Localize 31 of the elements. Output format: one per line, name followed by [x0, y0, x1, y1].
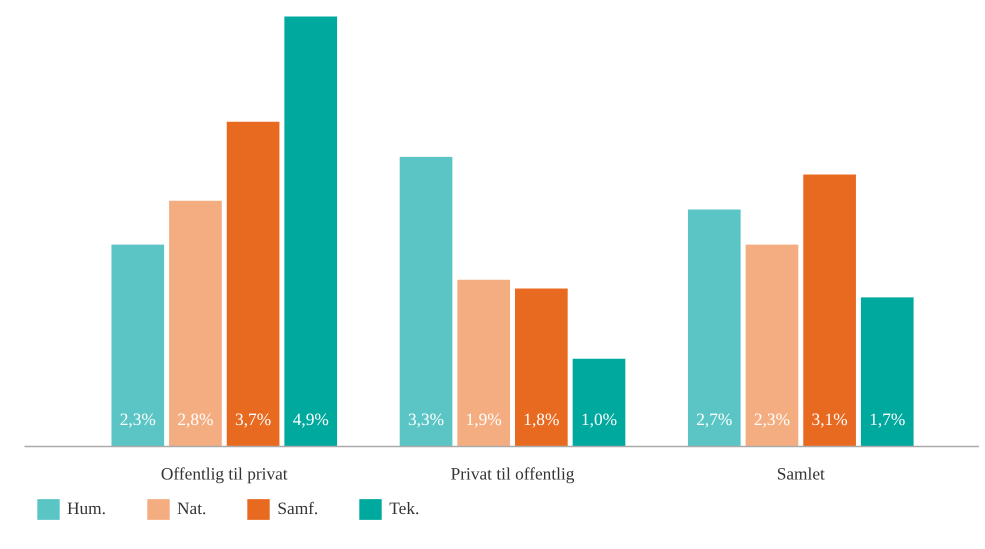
bar: [803, 174, 856, 446]
bar: [688, 210, 741, 446]
data-label: 3,1%: [812, 410, 848, 429]
bar: [169, 200, 222, 446]
data-label: 2,7%: [696, 410, 732, 429]
x-tick-label: Offentlig til privat: [160, 464, 288, 484]
bar: [746, 244, 798, 446]
x-tick-label: Samlet: [776, 464, 826, 484]
data-label: 3,7%: [235, 410, 272, 429]
data-label: 3,3%: [408, 410, 444, 429]
data-label: 4,9%: [292, 410, 329, 429]
bar: [457, 280, 510, 446]
x-tick-label: Privat til offentlig: [450, 464, 575, 484]
data-label: 2,8%: [177, 410, 214, 429]
bar: [226, 122, 280, 446]
data-label: 1,8%: [523, 410, 560, 429]
legend-label: Hum.: [67, 499, 106, 519]
bar: [111, 244, 164, 446]
data-label: 1,9%: [466, 410, 502, 429]
data-label: 1,7%: [869, 410, 906, 429]
legend-label: Samf.: [277, 499, 318, 519]
bar: [284, 16, 338, 446]
bar: [400, 156, 452, 446]
legend-label: Tek.: [389, 499, 420, 519]
data-label: 1,0%: [580, 410, 618, 429]
data-label: 2,3%: [754, 410, 790, 429]
bar: [860, 297, 914, 446]
bar: [515, 288, 568, 446]
bar: [572, 358, 626, 446]
legend-label: Nat.: [177, 499, 206, 519]
data-label: 2,3%: [120, 410, 156, 429]
